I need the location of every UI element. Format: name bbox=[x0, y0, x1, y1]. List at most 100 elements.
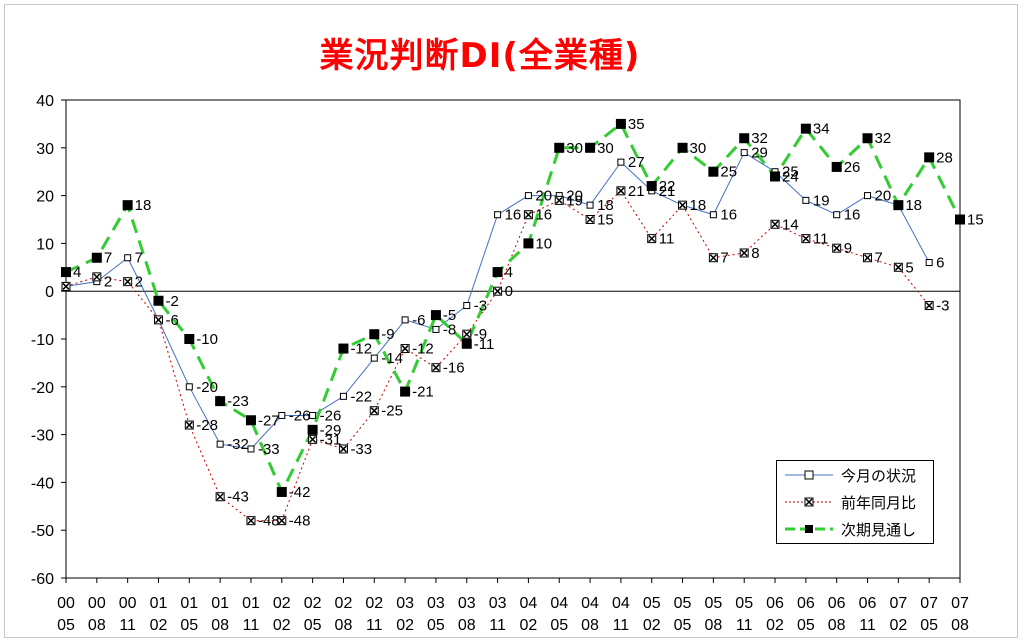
x-tick-label-year: 04 bbox=[612, 595, 630, 612]
data-label-yoy: 14 bbox=[782, 216, 799, 233]
data-label-outlook: -5 bbox=[443, 307, 456, 324]
axes-layer bbox=[61, 99, 961, 583]
data-label-outlook: 22 bbox=[659, 178, 676, 195]
x-tick-label-month: 02 bbox=[396, 617, 414, 634]
marker-yoy-cross bbox=[401, 345, 409, 353]
data-label-yoy: 19 bbox=[566, 192, 583, 209]
data-label-outlook: 30 bbox=[566, 140, 583, 157]
data-label-yoy: -3 bbox=[936, 298, 949, 315]
marker-yoy-cross bbox=[309, 435, 317, 443]
y-tick-label: -10 bbox=[31, 332, 54, 349]
marker-outlook bbox=[554, 142, 565, 153]
x-tick-label-year: 07 bbox=[951, 595, 969, 612]
data-label-yoy: -16 bbox=[443, 360, 465, 377]
marker-current bbox=[401, 316, 409, 324]
marker-current bbox=[802, 196, 810, 204]
data-label-current: 29 bbox=[751, 145, 768, 162]
marker-current bbox=[339, 392, 347, 400]
x-tick-label-year: 06 bbox=[766, 595, 784, 612]
data-label-current: -22 bbox=[350, 388, 372, 405]
data-label-yoy: 5 bbox=[905, 259, 913, 276]
x-tick-label-year: 02 bbox=[365, 595, 383, 612]
x-tick-label-year: 00 bbox=[119, 595, 137, 612]
data-label-outlook: 35 bbox=[628, 116, 645, 133]
x-tick-label-year: 06 bbox=[828, 595, 846, 612]
marker-yoy-cross bbox=[740, 249, 748, 257]
data-label-current: 20 bbox=[566, 188, 583, 205]
data-label-yoy: -25 bbox=[381, 403, 403, 420]
x-tick-label-month: 11 bbox=[736, 617, 753, 634]
data-label-yoy: 11 bbox=[659, 231, 675, 248]
x-tick-label-month: 11 bbox=[119, 617, 136, 634]
marker-outlook bbox=[770, 171, 781, 182]
marker-current bbox=[463, 302, 471, 310]
x-tick-label-month: 05 bbox=[427, 617, 445, 634]
x-tick-label-year: 00 bbox=[88, 595, 106, 612]
data-label-yoy: 16 bbox=[535, 207, 552, 224]
x-tick-label-year: 05 bbox=[735, 595, 753, 612]
marker-yoy-cross bbox=[833, 244, 841, 252]
marker-yoy-cross bbox=[278, 517, 286, 525]
x-tick-label-year: 03 bbox=[489, 595, 507, 612]
legend-item-current: 今月の状況 bbox=[777, 463, 933, 487]
x-tick-label-year: 04 bbox=[520, 595, 538, 612]
legend: 今月の状況 前年同月比 次期見通し bbox=[776, 460, 934, 544]
x-tick-label-year: 03 bbox=[396, 595, 414, 612]
x-tick-label-year: 01 bbox=[180, 595, 198, 612]
marker-yoy-cross bbox=[802, 235, 810, 243]
x-tick-label-month: 02 bbox=[273, 617, 291, 634]
data-label-outlook: -42 bbox=[289, 484, 311, 501]
data-label-outlook: 10 bbox=[535, 235, 552, 252]
marker-outlook bbox=[615, 118, 626, 129]
marker-outlook bbox=[893, 200, 904, 211]
marker-outlook bbox=[122, 200, 133, 211]
marker-yoy-cross bbox=[617, 187, 625, 195]
marker-yoy-cross bbox=[494, 287, 502, 295]
x-tick-label-month: 05 bbox=[797, 617, 815, 634]
marker-outlook bbox=[831, 161, 842, 172]
data-label-current: 16 bbox=[844, 207, 861, 224]
y-tick-label: -60 bbox=[31, 571, 54, 588]
marker-outlook bbox=[400, 386, 411, 397]
data-label-yoy: 8 bbox=[751, 245, 759, 262]
y-tick-label: 20 bbox=[36, 189, 54, 206]
marker-yoy-cross bbox=[771, 220, 779, 228]
chart-frame bbox=[4, 4, 1018, 638]
data-label-outlook: -27 bbox=[258, 412, 280, 429]
data-label-yoy: -12 bbox=[412, 341, 434, 358]
data-label-current: -33 bbox=[258, 441, 280, 458]
x-tick-label-year: 01 bbox=[211, 595, 229, 612]
x-tick-label-month: 11 bbox=[243, 617, 260, 634]
data-label-outlook: -12 bbox=[350, 341, 372, 358]
data-label-outlook: 32 bbox=[875, 130, 892, 147]
x-tick-label-year: 07 bbox=[889, 595, 907, 612]
marker-yoy-cross bbox=[679, 201, 687, 209]
data-label-yoy: -33 bbox=[350, 441, 372, 458]
marker-yoy-cross bbox=[524, 211, 532, 219]
marker-current bbox=[185, 383, 193, 391]
data-label-yoy: -28 bbox=[196, 417, 218, 434]
data-label-yoy: -48 bbox=[258, 513, 280, 530]
x-tick-label-month: 05 bbox=[304, 617, 322, 634]
x-tick-label-month: 08 bbox=[211, 617, 229, 634]
x-tick-label-year: 03 bbox=[458, 595, 476, 612]
data-label-current: -8 bbox=[443, 321, 456, 338]
x-tick-label-year: 01 bbox=[150, 595, 168, 612]
x-tick-label-year: 02 bbox=[335, 595, 353, 612]
y-tick-label: -50 bbox=[31, 523, 54, 540]
marker-outlook bbox=[307, 424, 318, 435]
x-tick-label-month: 11 bbox=[489, 617, 506, 634]
marker-outlook bbox=[677, 142, 688, 153]
data-label-outlook: 4 bbox=[505, 264, 513, 281]
data-label-yoy: 15 bbox=[597, 212, 614, 229]
marker-outlook bbox=[924, 152, 935, 163]
data-label-yoy: 2 bbox=[135, 274, 143, 291]
legend-label-yoy: 前年同月比 bbox=[841, 494, 917, 512]
marker-current bbox=[124, 254, 132, 262]
data-label-outlook: 32 bbox=[751, 130, 768, 147]
data-label-outlook: 34 bbox=[813, 121, 830, 138]
data-label-outlook: 15 bbox=[967, 212, 984, 229]
x-tick-label-month: 11 bbox=[613, 617, 630, 634]
data-label-current: 25 bbox=[782, 164, 799, 181]
data-label-outlook: -10 bbox=[196, 331, 218, 348]
